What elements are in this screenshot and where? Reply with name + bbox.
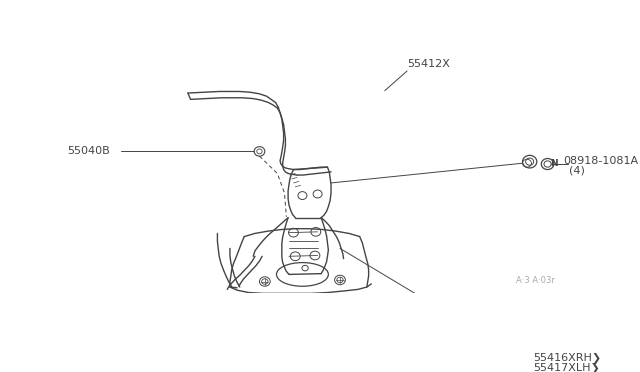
Text: 08918-1081A: 08918-1081A bbox=[564, 156, 639, 166]
Text: 55412X: 55412X bbox=[407, 59, 450, 68]
Text: 55417XLH❯: 55417XLH❯ bbox=[533, 363, 600, 372]
Text: N: N bbox=[550, 159, 557, 168]
Text: (4): (4) bbox=[569, 165, 585, 175]
Text: A·3 A·03r: A·3 A·03r bbox=[516, 276, 555, 285]
Text: 55416XRH❯: 55416XRH❯ bbox=[533, 353, 602, 364]
Text: 55040B: 55040B bbox=[67, 145, 110, 155]
